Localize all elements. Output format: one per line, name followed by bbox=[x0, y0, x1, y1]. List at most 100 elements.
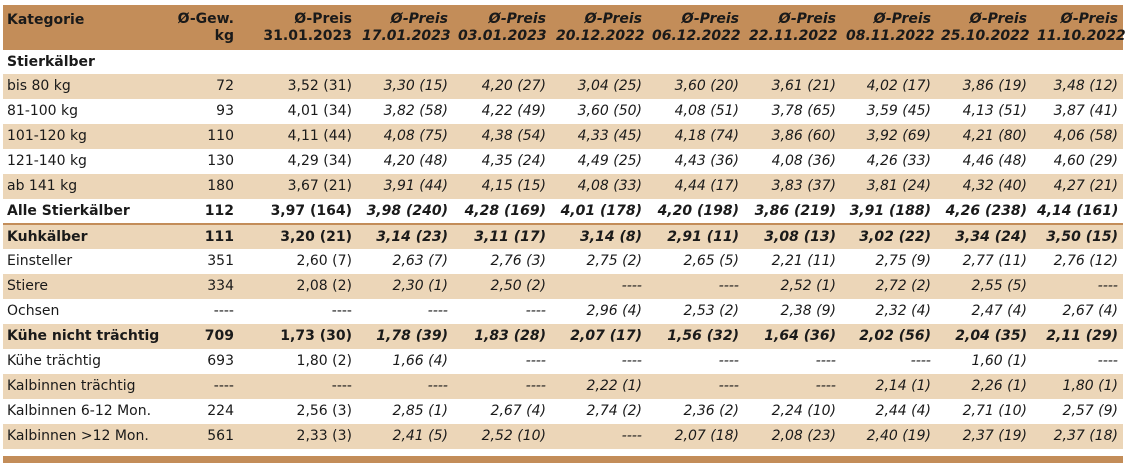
row-price-6: 4,26 (33) bbox=[866, 153, 931, 169]
row-price-6: ---- bbox=[910, 353, 931, 369]
row-price-3: 3,04 (25) bbox=[551, 74, 647, 99]
row-price-4: 4,08 (51) bbox=[674, 103, 739, 119]
row-price-2: 3,11 (17) bbox=[453, 223, 551, 249]
header-price-1: Ø-Preis 17.01.2023 bbox=[357, 5, 453, 50]
row-weight: 111 bbox=[169, 223, 239, 249]
row-price-6: 2,14 (1) bbox=[841, 374, 936, 399]
row-price-8: ---- bbox=[1097, 353, 1118, 369]
row-price-5: 3,78 (65) bbox=[771, 103, 836, 119]
row-price-7: 4,26 (238) bbox=[945, 202, 1027, 219]
row-price-1: 2,41 (5) bbox=[357, 424, 453, 449]
row-price-5: 3,86 (219) bbox=[754, 202, 836, 219]
row-weight: ---- bbox=[213, 303, 234, 319]
table-header: Kategorie Ø-Gew. kg Ø-Preis 31.01.2023 Ø… bbox=[3, 5, 1126, 50]
row-category: Kuhkälber bbox=[3, 223, 169, 249]
row-price-3: 4,49 (25) bbox=[577, 153, 642, 169]
row-price-6: 3,59 (45) bbox=[866, 103, 931, 119]
row-price-1: 2,63 (7) bbox=[392, 253, 448, 269]
row-price-3: 4,01 (178) bbox=[560, 202, 642, 219]
row-price-5: 3,86 (60) bbox=[744, 124, 841, 149]
row-price-2: 2,67 (4) bbox=[490, 403, 546, 419]
row-price-0: 4,29 (34) bbox=[287, 153, 352, 169]
row-price-3: 3,60 (50) bbox=[577, 103, 642, 119]
row-category: bis 80 kg bbox=[3, 74, 169, 99]
row-price-8: 2,11 (29) bbox=[1032, 324, 1123, 349]
table-row: Stiere 334 2,08 (2) 2,30 (1) 2,50 (2) ---- ---… bbox=[3, 274, 1123, 299]
row-price-4: 1,56 (32) bbox=[647, 324, 744, 349]
header-weight-line1: Ø-Gew. bbox=[177, 10, 234, 27]
row-weight: 112 bbox=[204, 202, 234, 219]
row-price-7: 4,21 (80) bbox=[936, 124, 1032, 149]
row-category: Stiere bbox=[3, 274, 169, 299]
row-category: 81-100 kg bbox=[7, 103, 79, 119]
row-category: Kühe nicht trächtig bbox=[3, 324, 169, 349]
row-price-0: 4,01 (34) bbox=[287, 103, 352, 119]
row-price-3: 3,14 (8) bbox=[551, 223, 647, 249]
header-price-date: 31.01.2023 bbox=[263, 27, 352, 44]
row-category: Alle Stierkälber bbox=[7, 202, 130, 219]
row-price-6: 2,32 (4) bbox=[875, 303, 931, 319]
header-category: Kategorie bbox=[3, 5, 169, 50]
row-price-4: 2,53 (2) bbox=[683, 303, 739, 319]
row-price-4: 4,20 (198) bbox=[657, 202, 739, 219]
row-price-6: 3,02 (22) bbox=[841, 223, 936, 249]
row-price-0: 3,20 (21) bbox=[239, 223, 357, 249]
row-weight: ---- bbox=[169, 374, 239, 399]
row-weight: 561 bbox=[169, 424, 239, 449]
table-row: Alle Stierkälber 112 3,97 (164) 3,98 (240) 4… bbox=[3, 199, 1123, 224]
row-price-2: 4,35 (24) bbox=[481, 153, 546, 169]
header-price-0: Ø-Preis 31.01.2023 bbox=[239, 5, 357, 50]
row-price-3: ---- bbox=[551, 274, 647, 299]
row-price-3: 2,22 (1) bbox=[551, 374, 647, 399]
header-price-label: Ø-Preis bbox=[778, 10, 836, 27]
row-price-2: ---- bbox=[453, 374, 551, 399]
row-price-4: 3,60 (20) bbox=[647, 74, 744, 99]
row-price-7: 2,55 (5) bbox=[936, 274, 1032, 299]
table-row: Einsteller 351 2,60 (7) 2,63 (7) 2,76 (3) 2,7… bbox=[3, 249, 1123, 274]
row-price-1: 3,98 (240) bbox=[366, 202, 448, 219]
row-price-5: ---- bbox=[744, 374, 841, 399]
table-row: ab 141 kg 180 3,67 (21) 3,91 (44) 4,15 (15) 4… bbox=[3, 174, 1123, 199]
table-row: 121-140 kg 130 4,29 (34) 4,20 (48) 4,35 (24)… bbox=[3, 149, 1123, 174]
row-price-2: 2,50 (2) bbox=[453, 274, 551, 299]
section-row: Stierkälber bbox=[3, 50, 1123, 74]
row-price-7: 2,71 (10) bbox=[962, 403, 1027, 419]
row-price-0: 2,56 (3) bbox=[296, 403, 352, 419]
row-price-5: 2,21 (11) bbox=[771, 253, 836, 269]
row-weight: 334 bbox=[169, 274, 239, 299]
row-price-8: 4,27 (21) bbox=[1032, 174, 1123, 199]
row-price-2: 2,76 (3) bbox=[490, 253, 546, 269]
row-weight: 72 bbox=[169, 74, 239, 99]
row-price-7: 2,37 (19) bbox=[936, 424, 1032, 449]
table-row: Kuhkälber 111 3,20 (21) 3,14 (23) 3,11 (17) 3… bbox=[3, 223, 1123, 249]
row-weight: 709 bbox=[169, 324, 239, 349]
row-weight: 93 bbox=[216, 103, 234, 119]
row-price-2: 1,83 (28) bbox=[453, 324, 551, 349]
header-row: Kategorie Ø-Gew. kg Ø-Preis 31.01.2023 Ø… bbox=[3, 5, 1126, 50]
row-price-1: ---- bbox=[357, 374, 453, 399]
header-price-date: 08.11.2022 bbox=[846, 27, 935, 44]
row-price-4: 4,18 (74) bbox=[647, 124, 744, 149]
row-price-2: ---- bbox=[525, 303, 546, 319]
row-weight: 130 bbox=[207, 153, 234, 169]
header-price-label: Ø-Preis bbox=[294, 10, 352, 27]
row-price-8: 3,50 (15) bbox=[1032, 223, 1123, 249]
row-price-5: 3,08 (13) bbox=[744, 223, 841, 249]
header-price-3: Ø-Preis 20.12.2022 bbox=[551, 5, 647, 50]
header-price-label: Ø-Preis bbox=[1060, 10, 1118, 27]
header-price-4: Ø-Preis 06.12.2022 bbox=[647, 5, 744, 50]
row-price-1: 4,20 (48) bbox=[383, 153, 448, 169]
header-price-date: 25.10.2022 bbox=[941, 27, 1030, 44]
price-table: Kategorie Ø-Gew. kg Ø-Preis 31.01.2023 Ø… bbox=[3, 5, 1126, 449]
row-category: Einsteller bbox=[7, 253, 73, 269]
row-price-1: 2,85 (1) bbox=[392, 403, 448, 419]
row-price-5: 3,83 (37) bbox=[744, 174, 841, 199]
row-price-8: 2,67 (4) bbox=[1062, 303, 1118, 319]
header-price-date: 06.12.2022 bbox=[652, 27, 741, 44]
header-price-date: 11.10.2022 bbox=[1037, 27, 1126, 44]
row-price-3: 4,08 (33) bbox=[551, 174, 647, 199]
row-price-2: ---- bbox=[525, 353, 546, 369]
row-price-3: 2,96 (4) bbox=[586, 303, 642, 319]
header-price-label: Ø-Preis bbox=[873, 10, 931, 27]
row-price-1: 3,82 (58) bbox=[383, 103, 448, 119]
